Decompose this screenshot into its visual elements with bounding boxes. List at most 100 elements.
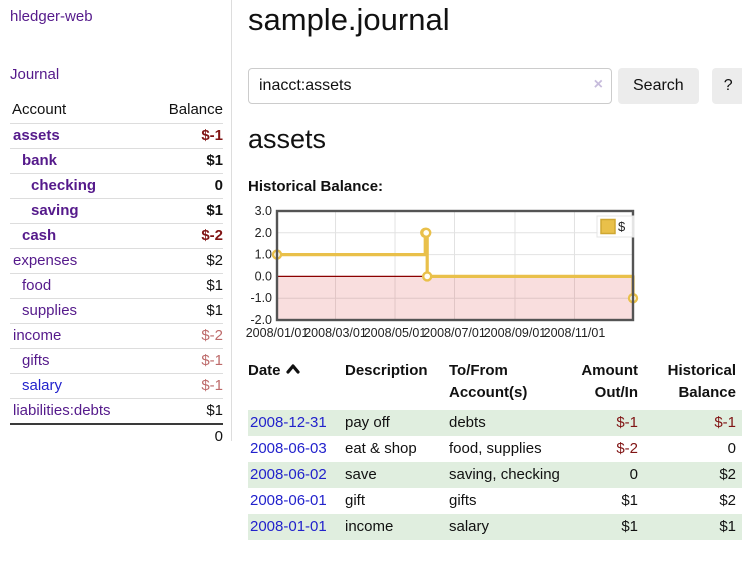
account-row: income $-2 [10,323,223,348]
transaction-row: 2008-12-31 pay off debts $-1 $-1 [248,410,742,436]
account-balance: $1 [206,302,223,319]
transaction-row: 2008-06-03 eat & shop food, supplies $-2 0 [248,436,742,462]
account-balance: $-1 [201,377,223,394]
account-row: bank $1 [10,148,223,173]
account-link[interactable]: food [22,277,52,294]
transaction-accounts: saving, checking [449,466,560,483]
account-link[interactable]: liabilities:debts [13,402,111,419]
transaction-accounts: salary [449,518,490,535]
search-help-button[interactable]: ? [711,68,742,104]
account-link[interactable]: checking [31,177,97,194]
column-header-description: Description [345,362,428,379]
accounts-table-header: Account Balance [10,98,223,123]
transaction-date: 2008-06-03 [248,436,345,462]
transaction-accounts: gifts [449,492,477,509]
balance-column-header: Balance [168,101,223,118]
column-header-date[interactable]: Date [248,358,345,410]
transaction-date-link[interactable]: 2008-01-01 [250,518,327,535]
account-row: gifts $-1 [10,348,223,373]
column-header-historical-balance: Historical Balance [667,362,736,401]
account-balance: $1 [206,402,223,419]
svg-text:2008/11/01: 2008/11/01 [544,326,606,340]
transaction-balance: $1 [719,518,736,535]
account-link[interactable]: cash [22,227,57,244]
transaction-date-link[interactable]: 2008-12-31 [250,414,327,431]
svg-text:2008/01/01: 2008/01/01 [246,326,309,340]
account-link[interactable]: bank [22,152,58,169]
svg-text:-1.0: -1.0 [250,291,272,305]
transaction-amount: $1 [621,492,638,509]
clear-search-icon[interactable]: × [593,76,603,93]
transaction-date: 2008-12-31 [248,410,345,436]
transaction-description: pay off [345,414,390,431]
search-button[interactable]: Search [618,68,699,104]
transaction-accounts: debts [449,414,486,431]
register-table: Date Description To/From Account(s) Amount … [248,358,742,540]
sort-ascending-icon[interactable] [285,363,300,375]
main-content: sample.journal × Search ? assets Histori… [246,0,742,582]
transaction-row: 2008-06-02 save saving, checking 0 $2 [248,462,742,488]
search-form: × Search ? [248,68,742,104]
svg-text:2.0: 2.0 [255,226,272,240]
transaction-description: eat & shop [345,440,417,457]
account-link[interactable]: supplies [22,302,78,319]
account-row: food $1 [10,273,223,298]
account-balance: $1 [206,277,223,294]
transaction-row: 2008-01-01 income salary $1 $1 [248,514,742,540]
transaction-date-link[interactable]: 2008-06-03 [250,440,327,457]
transaction-date: 2008-06-01 [248,488,345,514]
svg-text:2008/05/01: 2008/05/01 [364,326,427,340]
accounts-total-balance: 0 [214,428,223,445]
account-row: checking 0 [10,173,223,198]
svg-text:2008/03/01: 2008/03/01 [304,326,367,340]
account-link[interactable]: salary [22,377,63,394]
account-balance: $-1 [201,352,223,369]
account-row: cash $-2 [10,223,223,248]
account-balance: $1 [206,202,223,219]
account-link[interactable]: expenses [13,252,78,269]
transaction-balance: 0 [727,440,736,457]
account-row: supplies $1 [10,298,223,323]
account-row: saving $1 [10,198,223,223]
transaction-date: 2008-01-01 [248,514,345,540]
account-balance: $2 [206,252,223,269]
account-column-header: Account [12,101,67,118]
account-row: salary $-1 [10,373,223,398]
svg-text:1.0: 1.0 [255,248,272,262]
svg-text:0.0: 0.0 [255,269,272,283]
transaction-date-link[interactable]: 2008-06-01 [250,492,327,509]
svg-text:3.0: 3.0 [255,204,272,218]
account-link[interactable]: income [13,327,62,344]
account-row: assets $-1 [10,123,223,148]
account-balance: 0 [214,177,223,194]
account-link[interactable]: gifts [22,352,50,369]
account-balance: $-1 [201,127,223,144]
transaction-amount: $1 [621,518,638,535]
transaction-description: gift [345,492,366,509]
account-balance: $1 [206,152,223,169]
column-header-to-from-account-s-: To/From Account(s) [449,362,528,401]
app-title-link[interactable]: hledger-web [10,8,93,25]
accounts-total-row: 0 [10,423,223,449]
svg-text:2008/07/01: 2008/07/01 [423,326,486,340]
svg-text:-2.0: -2.0 [250,313,272,327]
transaction-accounts: food, supplies [449,440,542,457]
account-balance: $-2 [201,327,223,344]
accounts-table: Account Balance assets $-1 bank $1 checking 0… [10,98,223,449]
search-input[interactable] [248,68,612,104]
chart-legend-label: $ [618,219,626,234]
transaction-balance: $2 [719,466,736,483]
account-balance: $-2 [201,227,223,244]
sidebar: hledger-web Journal Account Balance asse… [0,0,232,445]
column-header-amount-out-in: Amount Out/In [581,362,638,401]
sidebar-item-journal[interactable]: Journal [10,66,60,83]
transaction-amount: 0 [629,466,638,483]
transaction-amount: $-1 [616,414,638,431]
transaction-amount: $-2 [616,440,638,457]
transaction-balance: $-1 [714,414,736,431]
account-heading: assets [248,124,327,154]
transaction-description: save [345,466,377,483]
transaction-date-link[interactable]: 2008-06-02 [250,466,327,483]
account-link[interactable]: saving [31,202,79,219]
account-link[interactable]: assets [13,127,60,144]
